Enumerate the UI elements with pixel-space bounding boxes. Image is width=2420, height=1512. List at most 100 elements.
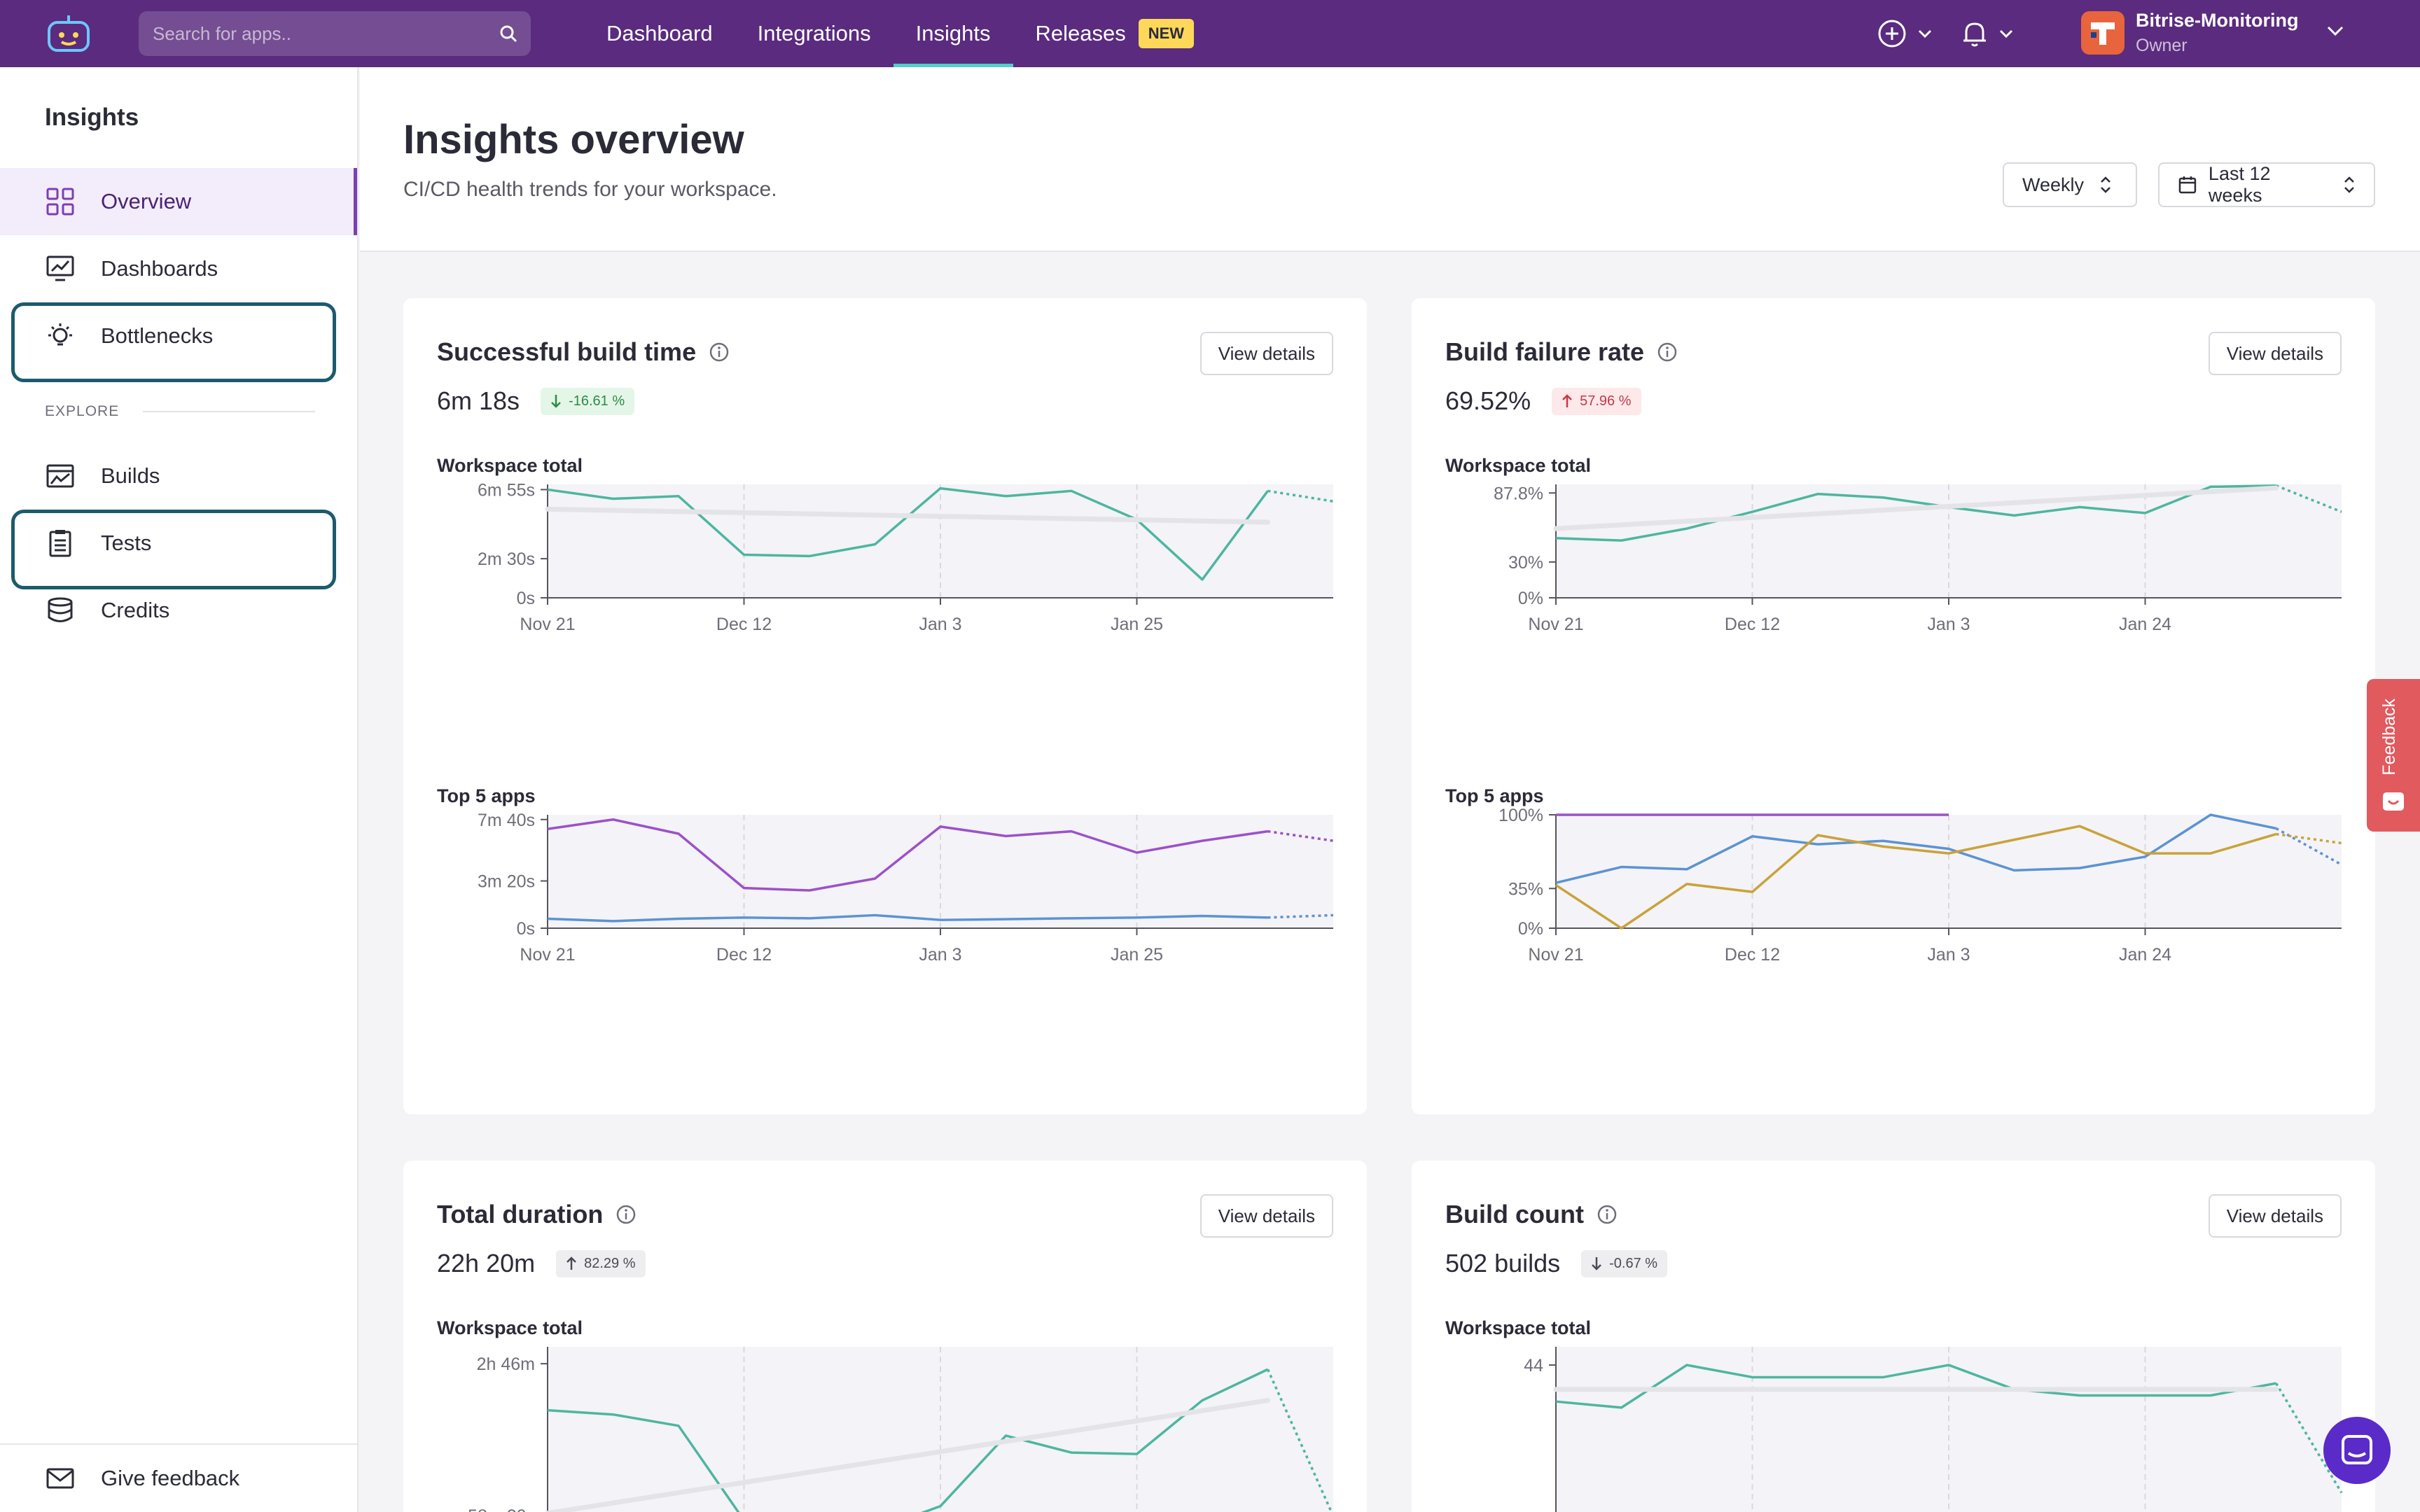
arrow-down-icon [1592,1257,1602,1270]
x-tick-label: Jan 3 [1927,945,1970,965]
view-details-button[interactable]: View details [2208,332,2342,375]
period-select[interactable]: Weekly [2003,162,2137,207]
plus-circle-icon [1878,20,1906,48]
x-tick-label: Dec 12 [1725,945,1780,965]
y-tick-label: 2m 30s [478,550,535,569]
nav-integrations[interactable]: Integrations [735,0,893,67]
chevron-down-icon [1999,29,2013,38]
sidebar: Insights Overview Dashboards Bottlenecks… [0,67,359,1512]
trend-badge: 57.96 % [1552,387,1641,415]
feedback-tab-label: Feedback [2379,699,2399,776]
chevron-down-icon [1918,29,1932,38]
sidebar-item-builds[interactable]: Builds [0,442,357,510]
x-tick-label: Nov 21 [1528,615,1583,634]
calendar-icon [2178,176,2197,194]
trend-badge: -0.67 % [1581,1250,1668,1278]
card-title: Build count [1445,1200,1618,1229]
x-tick-label: Dec 12 [1725,615,1780,634]
x-tick-label: Jan 3 [919,945,961,965]
x-tick-label: Dec 12 [716,615,772,634]
page-title: Insights overview [403,117,744,162]
sidebar-item-tests[interactable]: Tests [0,510,357,589]
search-input[interactable] [153,22,489,45]
section-label: Workspace total [1445,455,1592,476]
view-details-button[interactable]: View details [1199,1194,1333,1238]
nav-releases[interactable]: Releases NEW [1013,0,1217,67]
bell-icon [1963,22,1986,47]
nav-dashboard-label: Dashboard [606,21,713,46]
info-icon[interactable] [616,1204,637,1225]
series-line [547,913,1268,923]
card-title-text: Build failure rate [1445,337,1645,366]
series-line [1555,825,2276,930]
y-tick-label: 0s [517,589,535,608]
sidebar-item-dashboards[interactable]: Dashboards [0,235,357,302]
metric-value-text: 22h 20m [437,1249,536,1278]
add-menu-button[interactable] [1877,18,1933,49]
chart-c2b: 0% 35% 100% Nov 21 Dec 12 Jan 3 Jan 24 [1498,806,2342,965]
sidebar-item-overview[interactable]: Overview [0,168,357,235]
chevron-down-icon [2327,26,2344,36]
x-tick-label: Jan 24 [2119,945,2171,965]
grid-icon [45,186,76,217]
trend-line [1553,485,2279,531]
metric-value-text: 69.52% [1445,386,1531,415]
metric-value-text: 502 builds [1445,1249,1561,1278]
bitrise-logo-icon[interactable] [45,13,92,55]
trend-value: 57.96 % [1580,393,1632,409]
info-icon[interactable] [1657,342,1678,363]
y-tick-label: 44 [1524,1356,1543,1376]
notifications-button[interactable] [1961,18,2014,49]
info-icon[interactable] [709,342,730,363]
x-tick-label: Jan 25 [1111,615,1163,634]
section-label: Workspace total [437,455,583,476]
top-actions [1877,0,2014,67]
forecast-line [2276,832,2342,845]
trend-line [545,1398,1270,1512]
info-icon[interactable] [1597,1204,1618,1225]
feedback-tab[interactable]: Feedback [2367,679,2420,832]
nav-insights[interactable]: Insights [893,0,1013,67]
page-subtitle: CI/CD health trends for your workspace. [403,178,777,201]
workspace-avatar [2081,11,2125,55]
forecast-line [1267,913,1334,919]
series-line [1555,1364,2276,1409]
sidebar-item-label: Builds [101,463,160,488]
nav-dashboard[interactable]: Dashboard [584,0,735,67]
chart-c3a: 58m 20s 2h 46m [468,1347,1333,1512]
give-feedback-link[interactable]: Give feedback [0,1445,357,1512]
x-tick-label: Jan 3 [1927,615,1970,634]
section-label: Top 5 apps [1445,785,1544,806]
period-value: Weekly [2022,174,2085,195]
new-badge: NEW [1138,19,1195,48]
chat-launcher-button[interactable] [2323,1417,2391,1484]
sidebar-item-credits[interactable]: Credits [0,577,357,644]
card-title-text: Build count [1445,1200,1584,1228]
trend-value: -0.67 % [1609,1255,1658,1271]
trend-badge: -16.61 % [541,387,635,415]
plot-area [1556,484,2342,598]
date-range-select[interactable]: Last 12 weeks [2158,162,2375,207]
sidebar-item-bottlenecks[interactable]: Bottlenecks [0,302,357,382]
sidebar-item-label: Bottlenecks [101,323,214,348]
card-title-text: Total duration [437,1200,604,1228]
search-box[interactable] [139,11,531,56]
x-tick-label: Nov 21 [520,615,575,634]
arrow-up-icon [566,1256,576,1270]
search-icon[interactable] [499,24,518,43]
sort-arrows-icon [2101,176,2110,193]
mail-icon [45,1463,76,1494]
account-name: Bitrise-Monitoring [2136,10,2299,31]
chart-monitor-icon [45,253,76,284]
y-tick-label: 35% [1508,879,1543,899]
forecast-line [1267,830,1334,842]
view-details-button[interactable]: View details [2208,1194,2342,1238]
section-label: EXPLORE [45,403,120,419]
account-switcher[interactable]: Bitrise-Monitoring Owner [2081,10,2344,56]
view-details-button[interactable]: View details [1199,332,1333,375]
workspace-logo-icon [2091,22,2115,45]
date-range-value: Last 12 weeks [2208,163,2271,206]
y-tick-label: 0s [517,919,535,939]
x-tick-label: Nov 21 [1528,945,1583,965]
forecast-line [1267,489,1334,503]
